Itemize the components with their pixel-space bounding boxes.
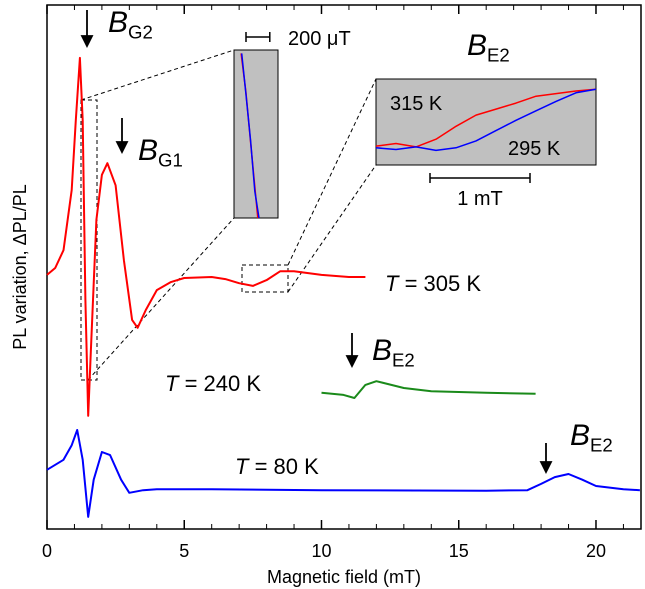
zoom-line xyxy=(87,217,235,381)
annotation-subscript: G2 xyxy=(128,22,153,43)
annotation: BE2 xyxy=(372,334,415,371)
series-line xyxy=(375,88,597,152)
annotation-subscript: E2 xyxy=(392,350,415,371)
series-label: T = 305 K xyxy=(385,271,481,296)
annotation-symbol: B xyxy=(467,29,487,62)
arrow-head xyxy=(539,461,553,475)
series-line xyxy=(375,88,597,148)
series-line xyxy=(240,53,260,219)
zoom-guides xyxy=(80,49,377,381)
annotation-subscript: E2 xyxy=(487,45,510,66)
annotation-symbol: B xyxy=(138,134,158,167)
zoom-line xyxy=(287,78,377,266)
annotation-symbol: B xyxy=(372,334,392,367)
annotation: BG1 xyxy=(138,134,183,171)
series-label: T = 80 K xyxy=(235,454,319,479)
arrow-head xyxy=(80,35,94,49)
x-tick-label: 20 xyxy=(586,541,606,561)
plot-frame xyxy=(46,4,642,530)
annotation-symbol: B xyxy=(108,6,128,39)
arrows xyxy=(80,10,553,475)
x-axis-label: Magnetic field (mT) xyxy=(267,567,421,587)
series-label: 295 K xyxy=(508,138,561,160)
scale-bar-label: 1 mT xyxy=(457,188,503,210)
zoom-box xyxy=(241,264,289,293)
annotation-subscript: G1 xyxy=(158,150,183,171)
scale-bar-label: 200 μT xyxy=(288,28,351,50)
y-axis-label: PL variation, ΔPL/PL xyxy=(10,184,30,349)
x-tick-label: 15 xyxy=(449,541,469,561)
annotation-symbol: B xyxy=(570,419,590,452)
arrow-head xyxy=(115,141,129,155)
x-tick-label: 10 xyxy=(311,541,331,561)
series-line xyxy=(46,429,640,518)
arrow-head xyxy=(345,355,359,369)
annotation: BG2 xyxy=(108,6,153,43)
series-line xyxy=(46,56,366,417)
x-tick-label: 0 xyxy=(42,541,52,561)
series-line xyxy=(321,380,536,399)
series-label: 315 K xyxy=(390,93,443,115)
annotation: BE2 xyxy=(467,29,510,66)
annotation: BE2 xyxy=(570,419,613,456)
inset-frame xyxy=(233,49,279,219)
inset-frame xyxy=(375,78,597,166)
zoom-line xyxy=(80,49,235,101)
annotation-subscript: E2 xyxy=(590,435,613,456)
x-tick-label: 5 xyxy=(179,541,189,561)
zoom-line xyxy=(287,164,377,293)
series-label: T = 240 K xyxy=(165,371,261,396)
